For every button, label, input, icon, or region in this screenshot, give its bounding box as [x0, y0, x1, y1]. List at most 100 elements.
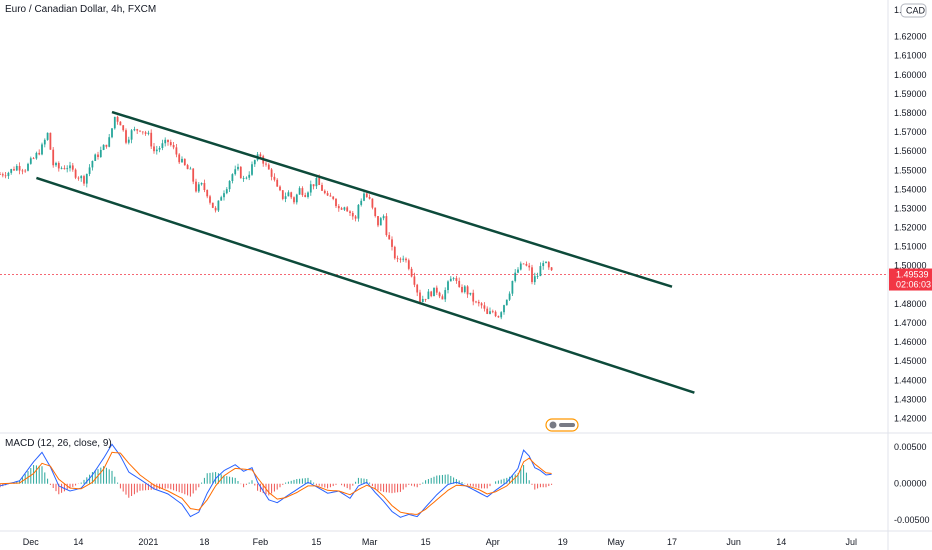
- candle-body: [547, 262, 550, 268]
- candle-body: [136, 129, 139, 131]
- time-tick-label: Feb: [253, 537, 269, 547]
- time-axis-ticks: Dec 14 2021 18 Feb 15 Mar 15 Apr 19 May 17 Jun 14 Jul: [23, 537, 857, 547]
- price-tick-label: 1.56000: [894, 146, 927, 156]
- candle-body: [321, 185, 323, 191]
- candle-body: [122, 125, 125, 131]
- candle-body: [99, 149, 102, 158]
- candle-body: [251, 164, 253, 175]
- candle-body: [253, 160, 256, 165]
- time-tick-label: Dec: [23, 537, 40, 547]
- pane-control-widget[interactable]: [545, 418, 579, 432]
- candle-body: [119, 121, 122, 126]
- currency-badge[interactable]: CAD: [906, 6, 926, 16]
- candle-body: [500, 312, 503, 318]
- macd-histogram: [0, 465, 553, 498]
- candle-body: [63, 168, 66, 170]
- candle-body: [91, 160, 94, 168]
- candle-body: [276, 179, 279, 187]
- channel-upper-line[interactable]: [111, 110, 673, 288]
- candle-body: [55, 162, 57, 166]
- candle-body: [290, 192, 293, 198]
- candle-body: [85, 173, 88, 184]
- candle-body: [480, 303, 483, 306]
- candle-body: [469, 292, 472, 295]
- price-tick-label: 1.62000: [894, 32, 927, 42]
- candle-body: [13, 169, 15, 171]
- candle-body: [217, 200, 220, 211]
- candle-body: [371, 198, 374, 208]
- price-tick-label: 1.48000: [894, 299, 927, 309]
- macd-label: MACD (12, 26, close, 9): [5, 438, 112, 449]
- candle-body: [181, 158, 183, 163]
- candle-body: [337, 206, 340, 209]
- candle-body: [519, 263, 522, 270]
- candle-body: [147, 132, 150, 134]
- candle-body: [183, 158, 186, 166]
- candle-body: [374, 207, 377, 217]
- pane-control-icon: [549, 421, 557, 429]
- candle-body: [379, 218, 382, 226]
- candle-body: [472, 292, 475, 302]
- price-tick-label: 1.58000: [894, 108, 927, 118]
- candle-body: [430, 291, 433, 297]
- candle-body: [225, 189, 228, 194]
- candle-body: [346, 207, 349, 212]
- candle-body: [477, 301, 480, 304]
- candle-body: [315, 177, 318, 187]
- candle-body: [265, 163, 267, 165]
- candle-body: [497, 316, 500, 318]
- candle-body: [329, 195, 332, 197]
- currency-badge-box[interactable]: [900, 3, 927, 18]
- channel-lower-line[interactable]: [36, 176, 695, 394]
- candle-body: [167, 139, 169, 143]
- candle-body: [141, 131, 144, 133]
- price-tick-label: 1.44000: [894, 375, 927, 385]
- candle-body: [231, 174, 234, 182]
- candle-body: [35, 152, 38, 159]
- price-tick-label: 1.60000: [894, 70, 927, 80]
- candle-body: [60, 168, 63, 169]
- candle-body: [209, 196, 211, 203]
- candle-body: [80, 176, 83, 179]
- candle-body: [203, 183, 206, 190]
- candle-body: [494, 311, 497, 317]
- candle-body: [517, 269, 519, 273]
- candle-body: [385, 216, 388, 236]
- candle-body: [419, 292, 421, 303]
- candle-body: [239, 166, 242, 179]
- time-tick-label: Mar: [362, 537, 378, 547]
- candle-body: [94, 154, 97, 161]
- candle-body: [301, 188, 304, 196]
- candle-body: [41, 144, 43, 155]
- candle-body: [245, 177, 248, 179]
- candle-body: [424, 298, 427, 300]
- candle-body: [284, 196, 287, 199]
- candle-body: [153, 146, 155, 152]
- candle-body: [197, 184, 200, 192]
- candle-body: [69, 165, 71, 169]
- candle-body: [365, 193, 368, 198]
- candle-body: [88, 167, 91, 174]
- candle-body: [178, 154, 181, 163]
- candle-body: [130, 130, 133, 140]
- candle-body: [77, 177, 80, 179]
- candle-body: [298, 188, 301, 195]
- bar-countdown: 02:06:03: [896, 280, 931, 290]
- candle-body: [293, 197, 295, 203]
- candle-body: [66, 168, 69, 170]
- time-tick-label: 18: [199, 537, 209, 547]
- candle-body: [531, 267, 533, 283]
- candle-body: [388, 235, 391, 240]
- candle-body: [15, 165, 18, 171]
- price-axis-ticks: 1.62000 1.61000 1.60000 1.59000 1.58000 1.570…: [894, 32, 927, 424]
- candle-body: [508, 293, 511, 300]
- candle-body: [228, 181, 231, 190]
- candle-body: [483, 305, 486, 309]
- candle-body: [172, 145, 175, 148]
- time-tick-label: Jun: [726, 537, 741, 547]
- candle-body: [368, 197, 371, 199]
- candle-body: [312, 184, 315, 187]
- candle-body: [27, 163, 29, 171]
- candle-body: [49, 132, 52, 150]
